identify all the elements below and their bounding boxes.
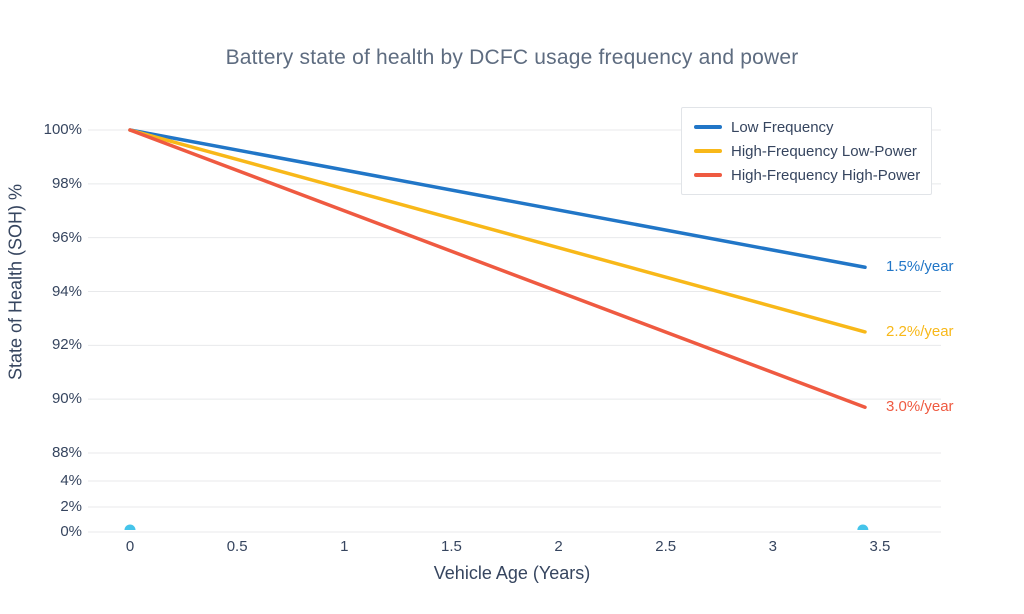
y-tick-label: 100% bbox=[43, 121, 82, 138]
x-tick-label: 0 bbox=[125, 538, 135, 555]
x-tick-label: 1 bbox=[340, 538, 349, 555]
y-tick-label: 98% bbox=[51, 174, 82, 192]
legend-item-low-frequency[interactable]: Low Frequency bbox=[694, 115, 931, 139]
legend-swatch-icon bbox=[694, 173, 722, 177]
rate-annotation: 1.5%/year bbox=[886, 258, 954, 276]
chart-title: Battery state of health by DCFC usage fr… bbox=[225, 46, 799, 69]
x-tick-label: 3.5 bbox=[869, 538, 891, 555]
legend-item-label: Low Frequency bbox=[731, 118, 834, 136]
x-tick-label: 0.5 bbox=[226, 538, 248, 555]
y-tick-label: 92% bbox=[51, 336, 82, 354]
scatter-marker[interactable] bbox=[857, 524, 869, 531]
y-tick-label: 96% bbox=[51, 228, 82, 246]
x-tick-label: 2.5 bbox=[655, 538, 677, 555]
rate-annotation: 3.0%/year bbox=[886, 398, 954, 416]
x-tick-label: 2 bbox=[554, 538, 563, 555]
y-axis-title: State of Health (SOH) % bbox=[5, 183, 26, 381]
y-tick-label: 88% bbox=[51, 444, 82, 461]
series-line[interactable] bbox=[128, 128, 867, 334]
x-axis-title: Vehicle Age (Years) bbox=[433, 563, 591, 583]
y-tick-label: 4% bbox=[60, 472, 82, 489]
legend-item-label: High-Frequency High-Power bbox=[731, 166, 921, 184]
y-tick-label: 0% bbox=[60, 523, 82, 540]
legend-swatch-icon bbox=[694, 125, 722, 129]
rate-annotation: 2.2%/year bbox=[886, 322, 954, 340]
series-line[interactable] bbox=[128, 128, 867, 270]
y-tick-label: 2% bbox=[60, 498, 82, 515]
x-tick-label: 1.5 bbox=[440, 538, 462, 555]
legend-item-high-frequency-high-power[interactable]: High-Frequency High-Power bbox=[694, 163, 931, 187]
y-tick-label: 94% bbox=[51, 282, 82, 300]
legend-item-high-frequency-low-power[interactable]: High-Frequency Low-Power bbox=[694, 139, 931, 163]
x-tick-label: 3 bbox=[768, 538, 778, 555]
scatter-marker[interactable] bbox=[124, 524, 136, 531]
legend: Low Frequency High-Frequency Low-Power Hig… bbox=[681, 107, 932, 195]
legend-swatch-icon bbox=[694, 149, 722, 153]
y-tick-label: 90% bbox=[51, 390, 82, 408]
series-line[interactable] bbox=[128, 128, 867, 409]
legend-item-label: High-Frequency Low-Power bbox=[731, 142, 917, 160]
